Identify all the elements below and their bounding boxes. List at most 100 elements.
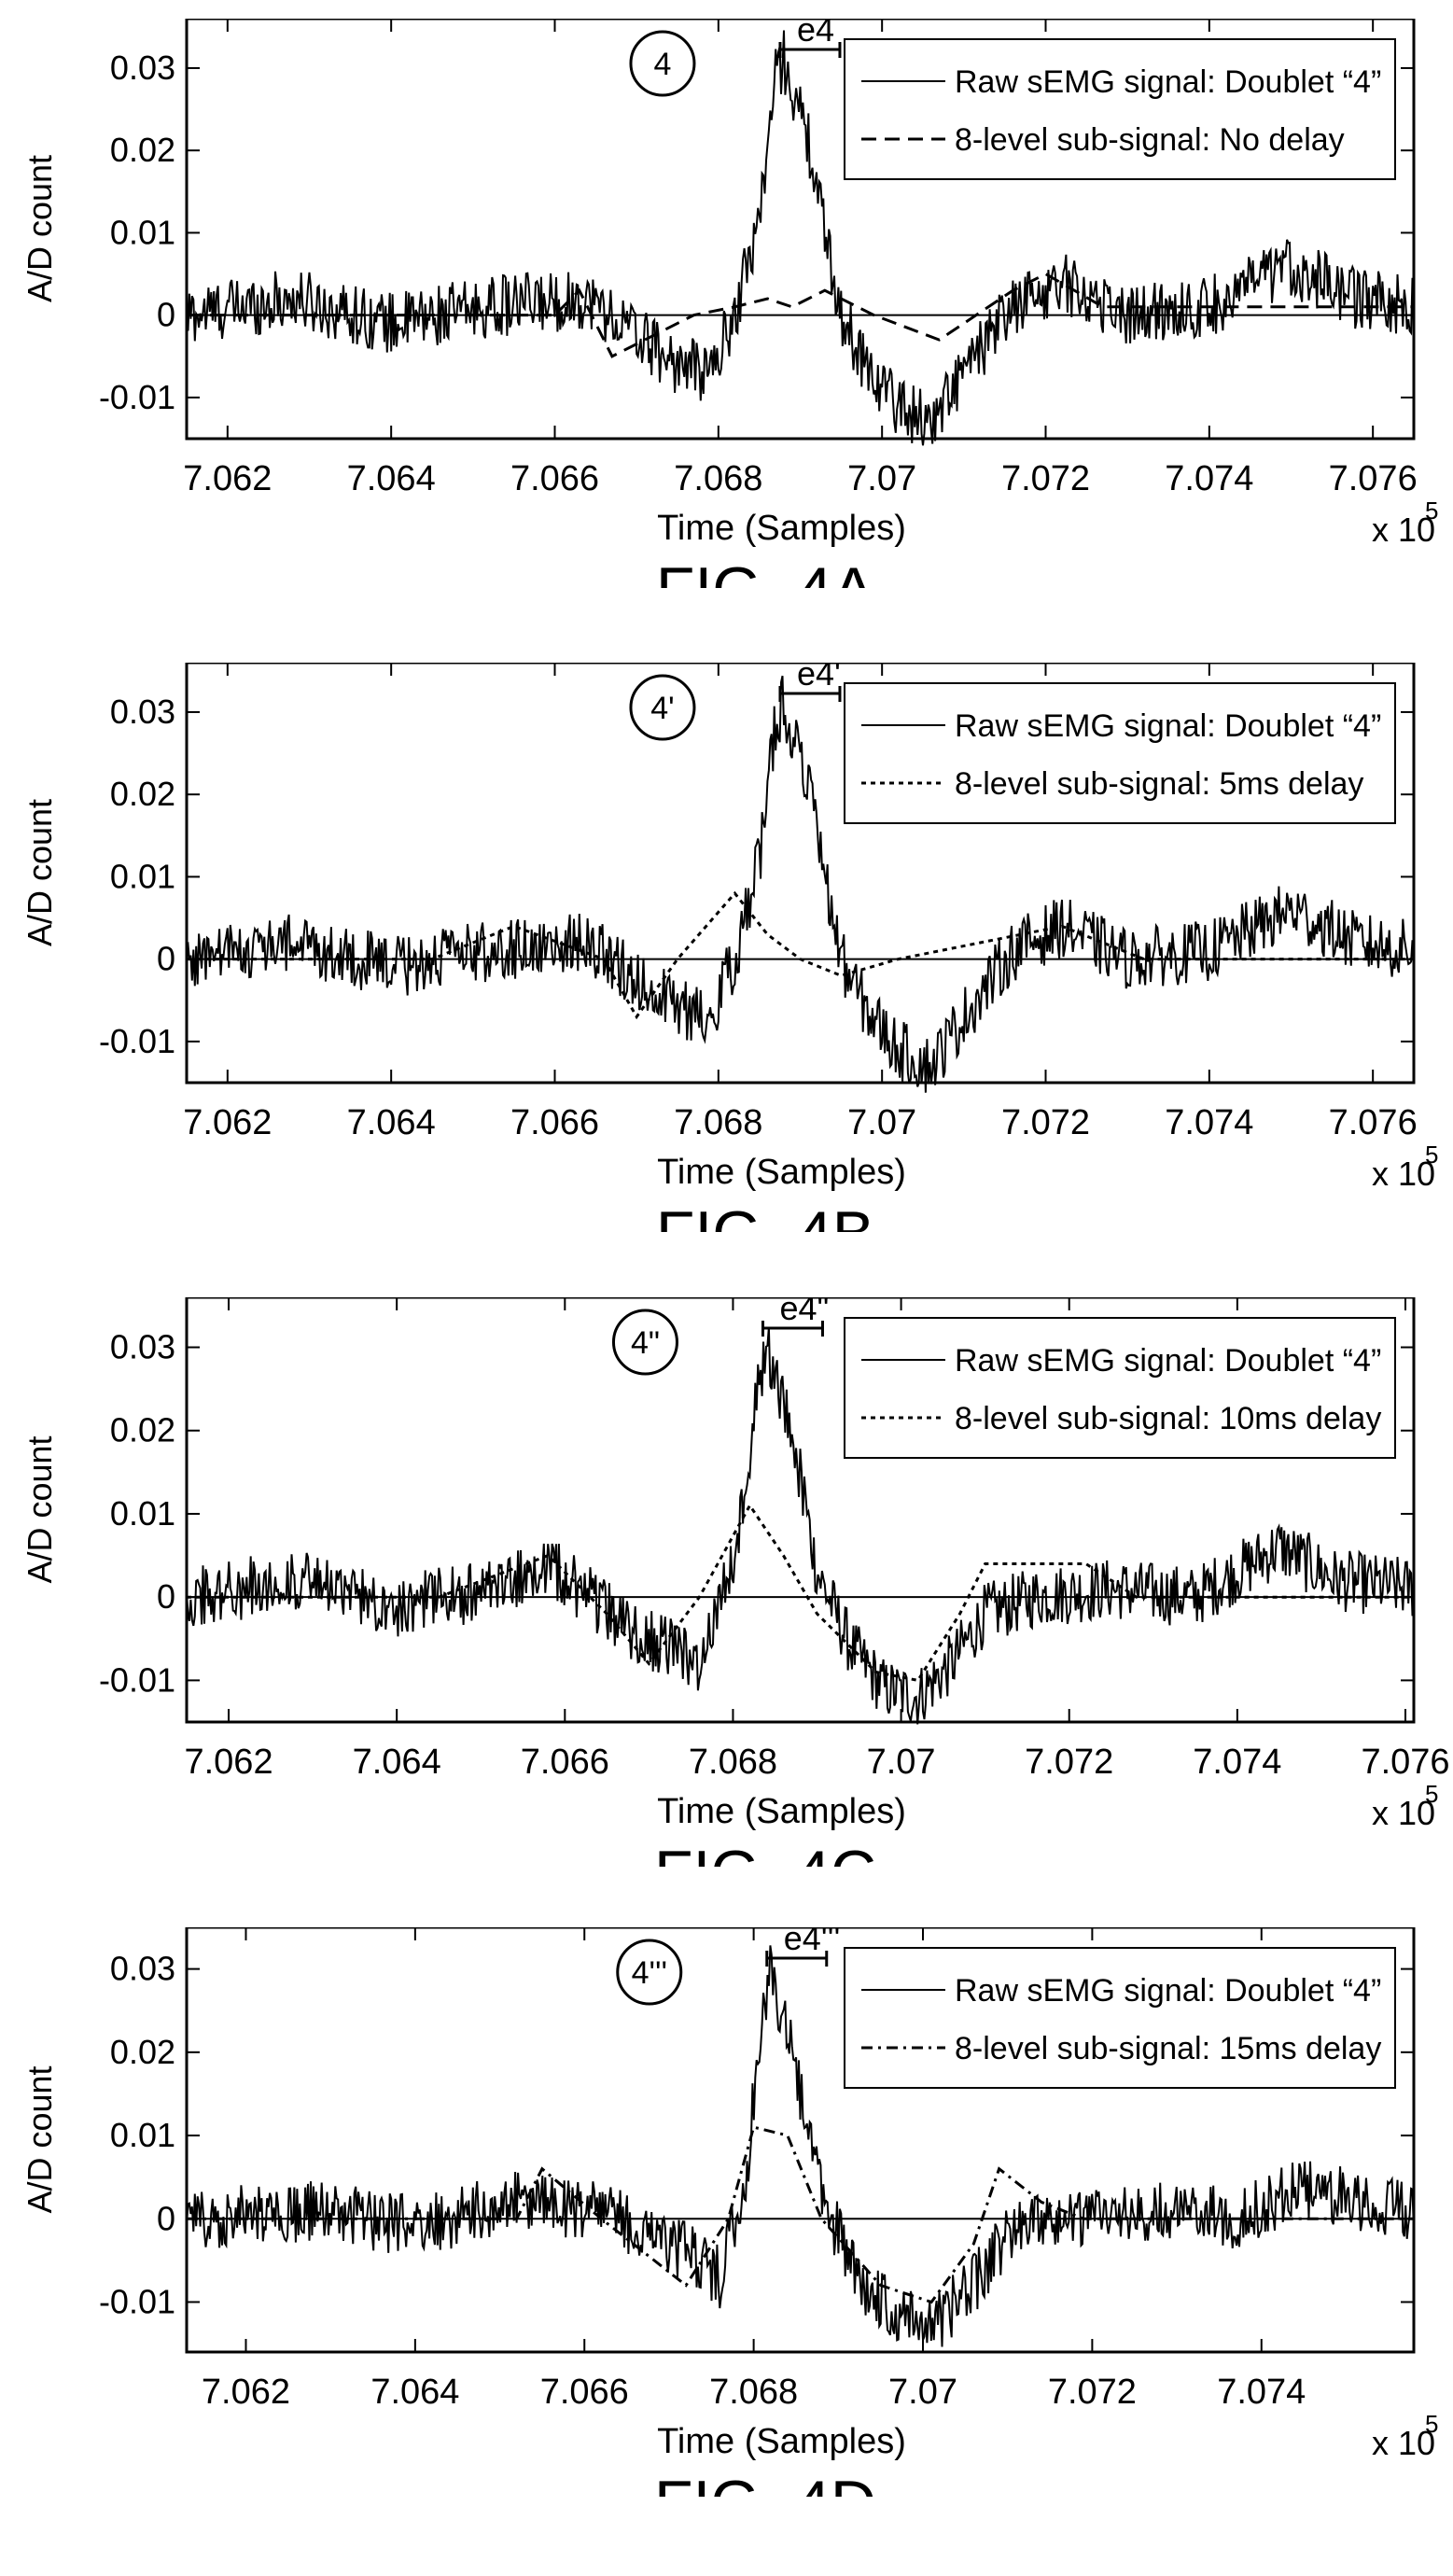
y-axis-label: A/D count [21, 799, 59, 946]
y-tick-label: 0.01 [110, 213, 175, 251]
plot-frame [185, 663, 1416, 1085]
y-tick-label: 0.01 [110, 2116, 175, 2154]
y-tick-label: 0.02 [110, 1411, 175, 1449]
chart-svg: 0.03 0.02 0.01 0 -0.01 7.062 7.064 7.066 7.068 7.… [21, 1297, 1450, 1867]
legend-entry: Raw sEMG signal: Doublet “4” [955, 64, 1381, 100]
y-tick-label: 0.02 [110, 2033, 175, 2071]
annotation-circle-label: 4" [631, 1325, 660, 1361]
x-tick-label: 7.064 [347, 1103, 436, 1142]
x-tick-label: 7.062 [202, 2373, 290, 2412]
x-tick-label: 7.064 [370, 2373, 459, 2412]
legend-box [844, 1317, 1396, 1459]
x-tick-label: 7.074 [1165, 459, 1253, 498]
x-tick-label: 7.072 [1001, 459, 1090, 498]
y-tick-label: 0 [157, 1577, 175, 1616]
legend-box [844, 38, 1396, 180]
x-axis-multiplier: x 10 [1372, 1155, 1435, 1193]
figure-caption: FIG. 4B [656, 1198, 874, 1232]
chart-svg: 0.03 0.02 0.01 0 -0.01 7.062 7.064 7.066 7.068 7.… [21, 1927, 1438, 2497]
x-tick-label: 7.062 [183, 459, 272, 498]
figure-panel-b: 0.03 0.02 0.01 0 -0.01 7.062 7.064 7.066 7.068 7.… [0, 663, 1453, 1232]
plot-frame [185, 1927, 1416, 2354]
x-tick-label: 7.07 [867, 1743, 936, 1782]
y-tick-label: 0 [157, 940, 175, 978]
x-tick-label: 7.066 [540, 2373, 629, 2412]
annotation-label: e4" [779, 1297, 829, 1327]
y-tick-label: 0.02 [110, 775, 175, 813]
x-axis-label: Time (Samples) [657, 2422, 906, 2461]
x-axis-label: Time (Samples) [657, 509, 906, 548]
x-tick-label: 7.066 [521, 1743, 609, 1782]
x-tick-label: 7.07 [847, 1103, 916, 1142]
annotation-circle [629, 674, 696, 741]
x-axis-exponent: 5 [1425, 2410, 1438, 2438]
plot-frame [185, 1297, 1416, 1724]
legend-entry: 8-level sub-signal: 15ms delay [955, 2031, 1381, 2066]
annotation-bracket [765, 1951, 829, 1967]
annotation-circle [629, 30, 696, 97]
annotation-label: e4' [797, 663, 841, 693]
annotation-circle-label: 4''' [632, 1955, 667, 1991]
series-line-raw-semg [186, 1326, 1415, 1725]
legend-entry: 8-level sub-signal: 10ms delay [955, 1401, 1381, 1436]
y-axis-label: A/D count [21, 2065, 59, 2213]
legend-entry: Raw sEMG signal: Doublet “4” [955, 1973, 1381, 2009]
series-line-raw-semg [186, 30, 1415, 446]
x-tick-label: 7.074 [1193, 1743, 1281, 1782]
y-tick-label: 0 [157, 296, 175, 334]
series-line-sub-signal [187, 272, 1414, 358]
x-tick-label: 7.074 [1165, 1103, 1253, 1142]
x-tick-label: 7.062 [184, 1743, 272, 1782]
x-tick-label: 7.068 [674, 459, 762, 498]
figure-caption: FIG. 4D [654, 2468, 876, 2497]
annotation-circle [616, 1939, 683, 2006]
annotation-label: e4 [797, 19, 834, 49]
annotation-label: e4''' [784, 1927, 841, 1957]
annotation-circle [611, 1309, 678, 1376]
plot-frame [185, 19, 1416, 441]
x-tick-label: 7.07 [888, 2373, 957, 2412]
x-axis-label: Time (Samples) [657, 1153, 906, 1192]
x-tick-label: 7.074 [1217, 2373, 1306, 2412]
x-axis-multiplier: x 10 [1372, 2424, 1435, 2462]
y-tick-label: 0.01 [110, 1494, 175, 1533]
x-axis-exponent: 5 [1425, 1780, 1438, 1808]
x-tick-label: 7.068 [709, 2373, 798, 2412]
y-tick-label: 0.02 [110, 131, 175, 169]
y-tick-label: -0.01 [99, 1660, 175, 1699]
y-tick-label: 0.03 [110, 49, 175, 87]
figure-panel-c: 0.03 0.02 0.01 0 -0.01 7.062 7.064 7.066 7.068 7.… [0, 1297, 1453, 1867]
annotation-bracket [778, 42, 842, 58]
y-axis-label: A/D count [21, 1435, 59, 1583]
y-tick-label: 0.01 [110, 857, 175, 895]
x-axis-multiplier: x 10 [1372, 1794, 1435, 1832]
x-tick-label: 7.068 [674, 1103, 762, 1142]
y-tick-label: 0.03 [110, 1950, 175, 1988]
legend-box [844, 682, 1396, 824]
figure-caption: FIG. 4A [656, 554, 875, 588]
x-tick-label: 7.064 [347, 459, 436, 498]
x-tick-label: 7.068 [689, 1743, 777, 1782]
x-tick-label: 7.07 [847, 459, 916, 498]
x-axis-exponent: 5 [1425, 497, 1438, 525]
x-axis-multiplier: x 10 [1372, 511, 1435, 549]
chart-svg: 0.03 0.02 0.01 0 -0.01 7.062 7.064 7.066 7.068 7.… [21, 663, 1438, 1232]
x-tick-label: 7.072 [1048, 2373, 1137, 2412]
series-line-sub-signal [187, 890, 1414, 1020]
series-line-raw-semg [186, 675, 1415, 1093]
x-tick-label: 7.066 [510, 1103, 599, 1142]
x-tick-label: 7.076 [1329, 459, 1418, 498]
y-tick-label: 0.03 [110, 693, 175, 731]
annotation-circle-label: 4' [650, 691, 674, 726]
y-axis-label: A/D count [21, 155, 59, 302]
y-tick-label: 0.03 [110, 1328, 175, 1366]
x-axis-label: Time (Samples) [657, 1792, 906, 1831]
annotation-circle-label: 4 [654, 47, 672, 82]
chart-svg: 0.03 0.02 0.01 0 -0.01 7.062 7.064 7.066 7.068 7.… [21, 19, 1438, 588]
y-tick-label: 0 [157, 2199, 175, 2237]
legend-box [844, 1947, 1396, 2089]
legend-entry: Raw sEMG signal: Doublet “4” [955, 1343, 1381, 1379]
x-tick-label: 7.072 [1001, 1103, 1090, 1142]
legend-entry: 8-level sub-signal: No delay [955, 122, 1345, 158]
annotation-bracket [761, 1321, 824, 1337]
